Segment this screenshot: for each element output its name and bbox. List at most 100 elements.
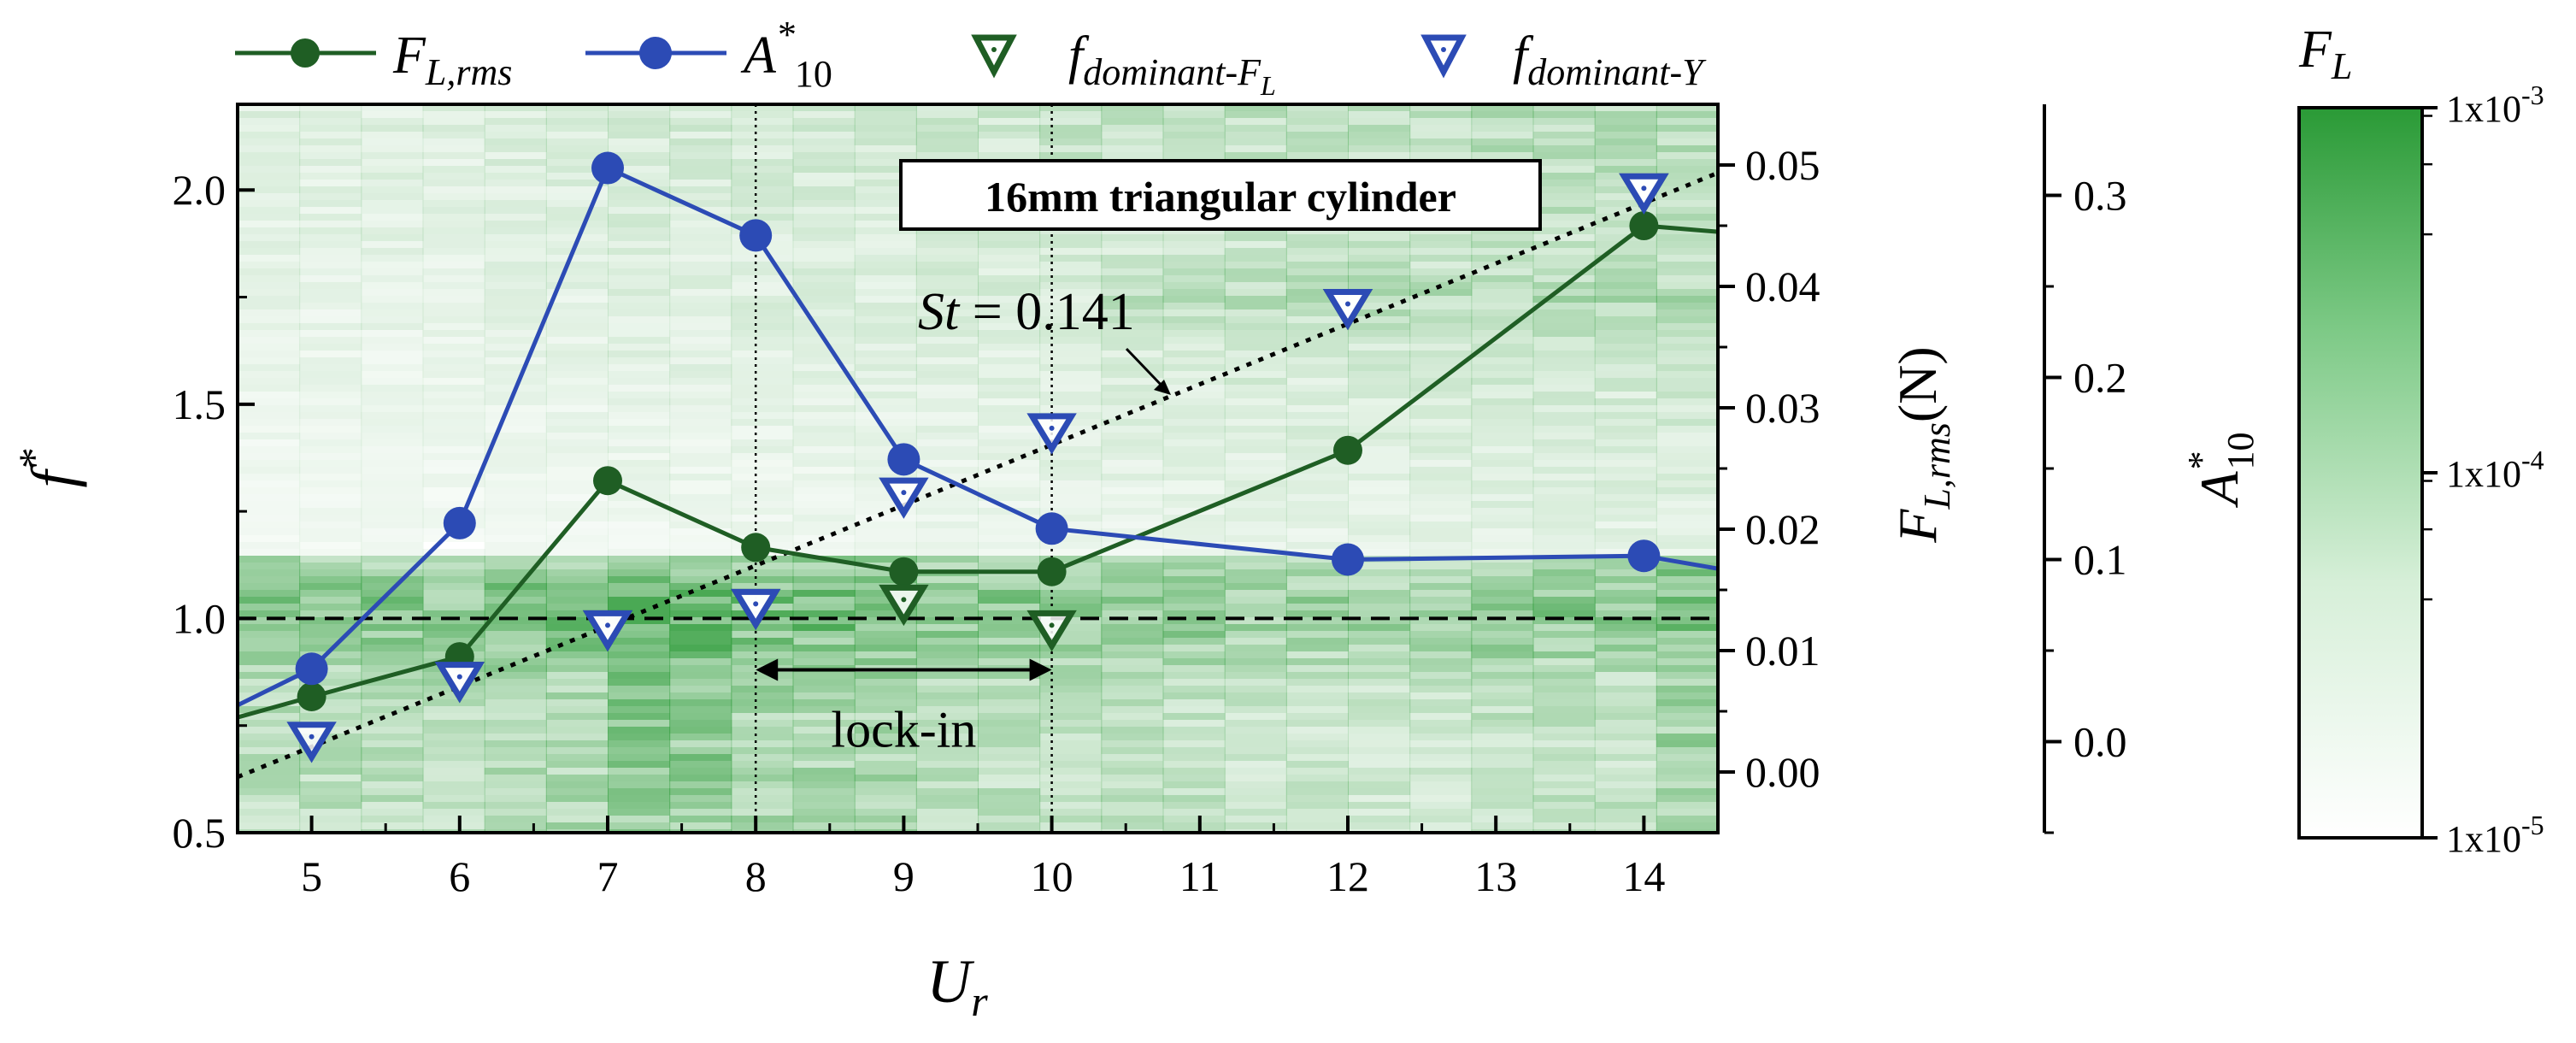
heatmap-cell: [299, 214, 362, 221]
heatmap-cell: [1348, 371, 1411, 378]
heatmap-cell: [1656, 501, 1718, 508]
heatmap-cell: [484, 275, 547, 282]
heatmap-cell: [978, 446, 1041, 453]
heatmap-cell: [238, 426, 301, 433]
heatmap-cell: [978, 234, 1041, 241]
heatmap-cell: [978, 364, 1041, 371]
heatmap-cell: [1101, 248, 1164, 255]
heatmap-cell: [545, 221, 609, 227]
heatmap-cell: [608, 624, 671, 631]
heatmap-cell: [1409, 515, 1473, 522]
heatmap-cell: [731, 768, 794, 775]
heatmap-cell: [792, 282, 856, 289]
heatmap-cell: [1471, 282, 1534, 289]
heatmap-cell: [484, 788, 547, 795]
heatmap-cell: [422, 713, 485, 720]
heatmap-cell: [422, 193, 485, 200]
heatmap-cell: [422, 385, 485, 392]
heatmap-cell: [299, 781, 362, 788]
heatmap-cell: [1471, 740, 1534, 747]
x-tick-label: 7: [597, 852, 619, 900]
heatmap-cell: [1594, 720, 1657, 727]
heatmap-cell: [422, 597, 485, 604]
heatmap-cell: [915, 453, 979, 460]
heatmap-cell: [299, 145, 362, 152]
heatmap-cell: [1162, 549, 1226, 556]
heatmap-cell: [792, 385, 856, 392]
heatmap-cell: [238, 467, 301, 474]
heatmap-cell: [978, 262, 1041, 268]
heatmap-cell: [1162, 268, 1226, 275]
heatmap-cell: [1594, 268, 1657, 275]
heatmap-cell: [545, 275, 609, 282]
legend-label-f-l-rms: FL,rms: [392, 27, 512, 93]
heatmap-cell: [854, 734, 917, 740]
heatmap-cell: [484, 460, 547, 467]
heatmap-cell: [545, 405, 609, 412]
heatmap-cell: [792, 357, 856, 364]
heatmap-cell: [792, 460, 856, 467]
heatmap-cell: [854, 385, 917, 392]
heatmap-cell: [361, 631, 424, 638]
heatmap-cell: [1039, 713, 1103, 720]
heatmap-cell: [361, 822, 424, 829]
heatmap-cell: [854, 207, 917, 214]
heatmap-cell: [608, 214, 671, 221]
heatmap-cell: [1656, 221, 1718, 227]
heatmap-cell: [792, 528, 856, 535]
heatmap-cell: [731, 385, 794, 392]
heatmap-cell: [731, 740, 794, 747]
heatmap-cell: [1285, 412, 1349, 419]
heatmap-cell: [1594, 145, 1657, 152]
heatmap-cell: [484, 364, 547, 371]
heatmap-cell: [422, 392, 485, 398]
heatmap-cell: [361, 426, 424, 433]
heatmap-cell: [1224, 631, 1287, 638]
heatmap-cell: [915, 686, 979, 692]
heatmap-cell: [484, 337, 547, 344]
heatmap-cell: [238, 487, 301, 494]
heatmap-cell: [854, 487, 917, 494]
heatmap-cell: [422, 412, 485, 419]
heatmap-cell: [299, 193, 362, 200]
heatmap-cell: [545, 282, 609, 289]
heatmap-cell: [545, 173, 609, 180]
heatmap-cell: [1162, 467, 1226, 474]
heatmap-cell: [1348, 405, 1411, 412]
heatmap-cell: [1594, 357, 1657, 364]
heatmap-cell: [361, 419, 424, 426]
heatmap-cell: [669, 610, 732, 617]
heatmap-cell: [1285, 501, 1349, 508]
right1-axis-title: FL,rms(N): [1887, 346, 1958, 543]
heatmap-cell: [1162, 316, 1226, 323]
heatmap-cell: [1656, 761, 1718, 768]
colorbar-tick-base: 1x10: [2446, 453, 2521, 495]
heatmap-cell: [1471, 734, 1534, 740]
heatmap-cell: [1039, 439, 1103, 446]
heatmap-cell: [1409, 672, 1473, 679]
heatmap-cell: [1656, 645, 1718, 651]
heatmap-cell: [484, 152, 547, 159]
heatmap-cell: [238, 480, 301, 487]
x-axis-title: Ur: [926, 947, 988, 1025]
heatmap-cell: [915, 604, 979, 610]
heatmap-cell: [669, 296, 732, 303]
heatmap-cell: [1348, 679, 1411, 686]
heatmap-cell: [1532, 651, 1596, 658]
heatmap-cell: [854, 419, 917, 426]
heatmap-cell: [238, 152, 301, 159]
heatmap-cell: [792, 166, 856, 173]
heatmap-cell: [792, 822, 856, 829]
heatmap-cell: [484, 248, 547, 255]
heatmap-cell: [1224, 132, 1287, 138]
heatmap-cell: [669, 480, 732, 487]
heatmap-cell: [1532, 132, 1596, 138]
heatmap-cell: [1101, 576, 1164, 583]
heatmap-cell: [299, 111, 362, 118]
heatmap-cell: [1285, 535, 1349, 542]
heatmap-cell: [361, 214, 424, 221]
heatmap-cell: [1224, 809, 1287, 816]
heatmap-cell: [1594, 214, 1657, 221]
legend-label-f-dominant-fl: fdominant-FL: [1068, 27, 1276, 101]
heatmap-cell: [1039, 480, 1103, 487]
